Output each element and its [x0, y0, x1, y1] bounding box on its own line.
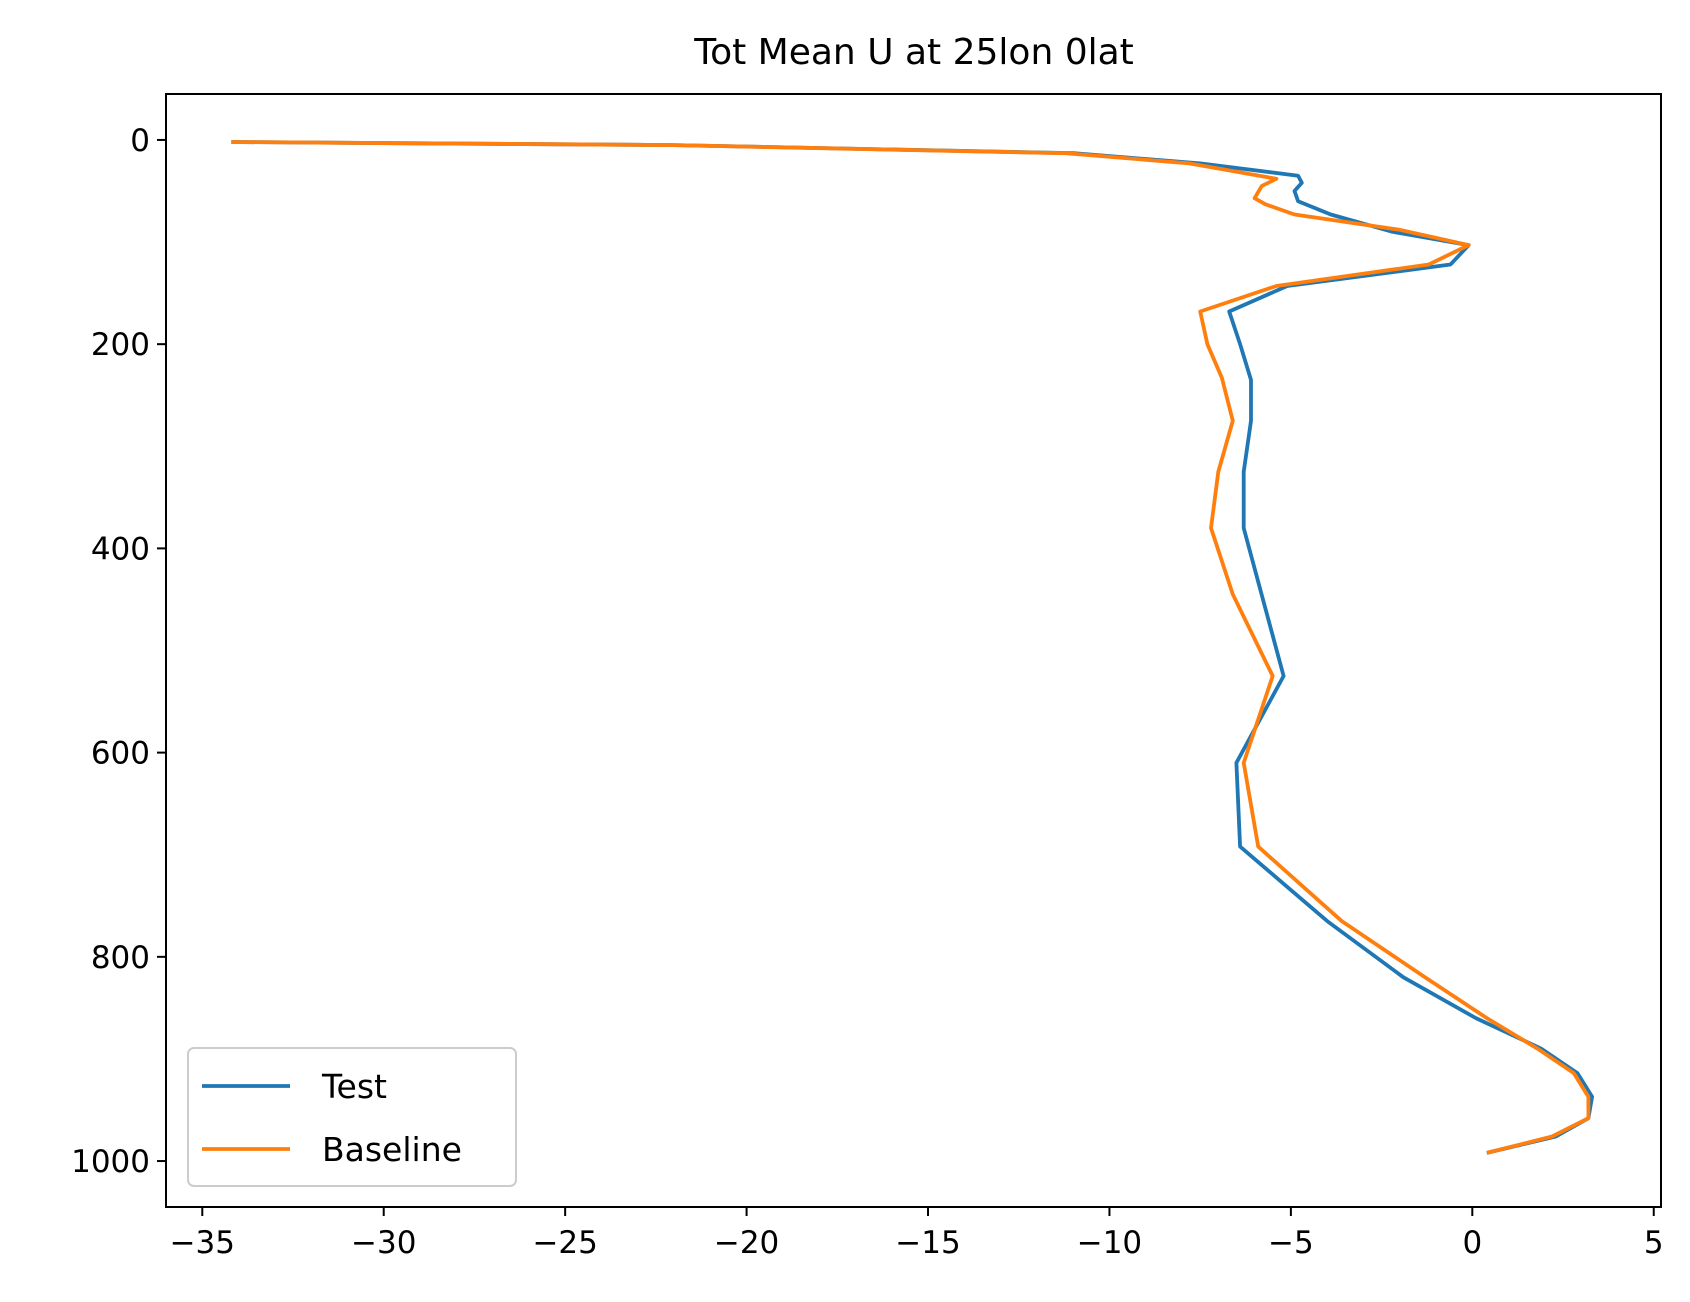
chart-title: Tot Mean U at 25lon 0lat [693, 32, 1134, 73]
legend: Test Baseline [187, 1047, 517, 1187]
legend-label-test: Test [321, 1067, 387, 1106]
legend-box [187, 1047, 517, 1187]
x-tick-label: −15 [895, 1225, 960, 1261]
x-tick-label: −25 [532, 1225, 597, 1261]
x-tick-label: −20 [714, 1225, 779, 1261]
axes: −35 −30 −25 −20 −15 −10 −5 0 5 0 200 400 600 800 1000 [71, 93, 1664, 1261]
plot-area [231, 140, 1594, 1155]
series-line-baseline [231, 140, 1591, 1155]
y-tick-label: 1000 [71, 1144, 150, 1180]
x-tick-label: −30 [351, 1225, 416, 1261]
y-tick-label: 600 [91, 736, 150, 772]
y-tick-label: 0 [130, 123, 150, 159]
y-tick-label: 400 [91, 531, 150, 567]
x-tick-label: −35 [170, 1225, 235, 1261]
legend-label-baseline: Baseline [322, 1130, 462, 1169]
x-tick-label: −10 [1077, 1225, 1142, 1261]
x-tick-label: 5 [1644, 1225, 1664, 1261]
y-tick-label: 200 [91, 327, 150, 363]
x-tick-label: 0 [1462, 1225, 1482, 1261]
x-tick-label: −5 [1268, 1225, 1314, 1261]
y-tick-label: 800 [91, 940, 150, 976]
series-line-test [231, 140, 1594, 1155]
axes-frame [165, 93, 1662, 1208]
